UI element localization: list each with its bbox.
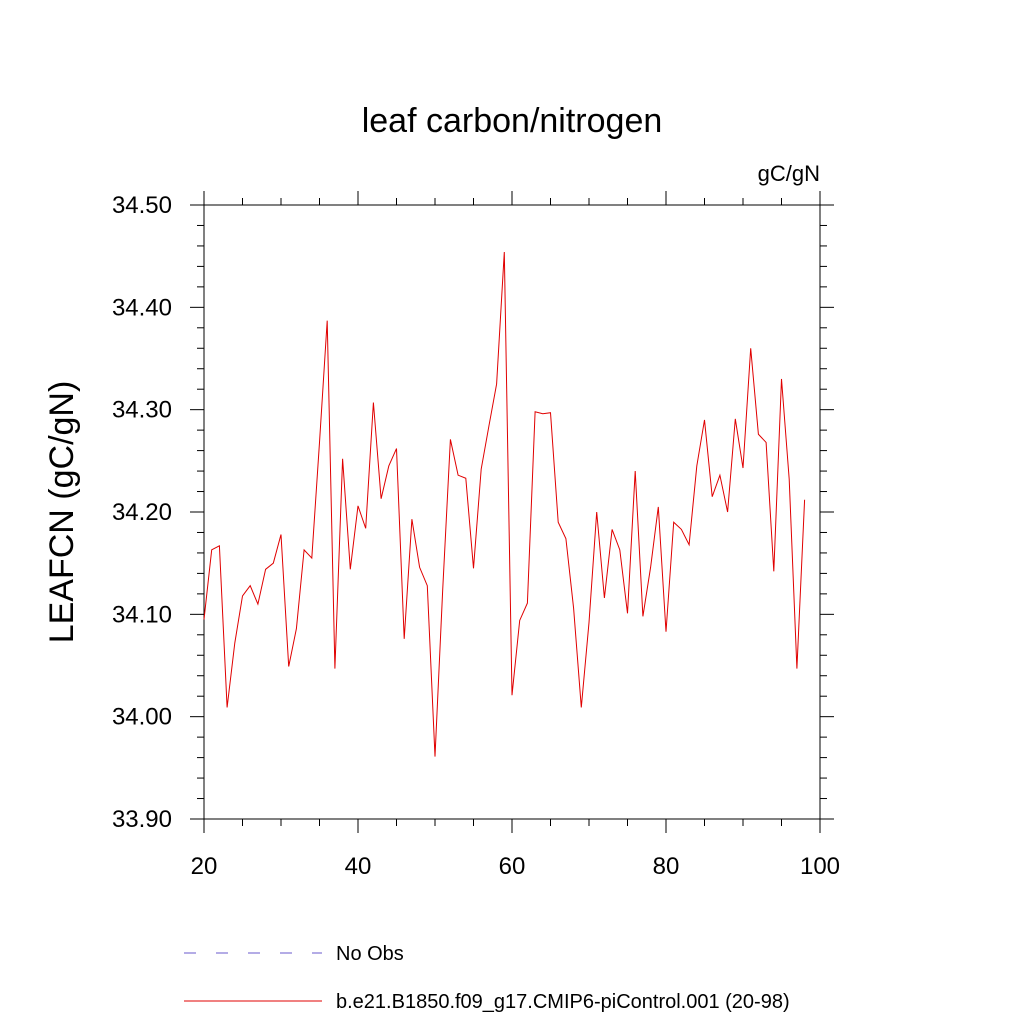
axis-ticks [190, 191, 834, 833]
y-tick-label: 34.10 [112, 601, 172, 628]
y-tick-label: 34.20 [112, 499, 172, 526]
x-tick-label: 20 [191, 853, 218, 880]
y-tick-label: 34.00 [112, 704, 172, 731]
y-tick-label: 33.90 [112, 806, 172, 833]
x-tick-label: 100 [800, 853, 840, 880]
chart-title: leaf carbon/nitrogen [362, 102, 663, 140]
data-series [203, 252, 806, 757]
legend-label-model: b.e21.B1850.f09_g17.CMIP6-piControl.001 … [336, 991, 790, 1013]
series-line [203, 252, 806, 757]
legend-label-no-obs: No Obs [336, 943, 404, 965]
x-tick-label: 60 [499, 853, 526, 880]
y-tick-label: 34.50 [112, 192, 172, 219]
legend: No Obs b.e21.B1850.f09_g17.CMIP6-piContr… [184, 943, 790, 1013]
y-tick-label: 34.30 [112, 397, 172, 424]
y-tick-label: 34.40 [112, 294, 172, 321]
axis-tick-labels: 20 40 60 80 100 33.90 34.00 34.10 34.20 34.30 34.4… [112, 192, 840, 880]
x-tick-label: 40 [345, 853, 372, 880]
x-tick-label: 80 [653, 853, 680, 880]
units-label: gC/gN [758, 161, 820, 186]
y-axis-label: LEAFCN (gC/gN) [43, 381, 81, 644]
